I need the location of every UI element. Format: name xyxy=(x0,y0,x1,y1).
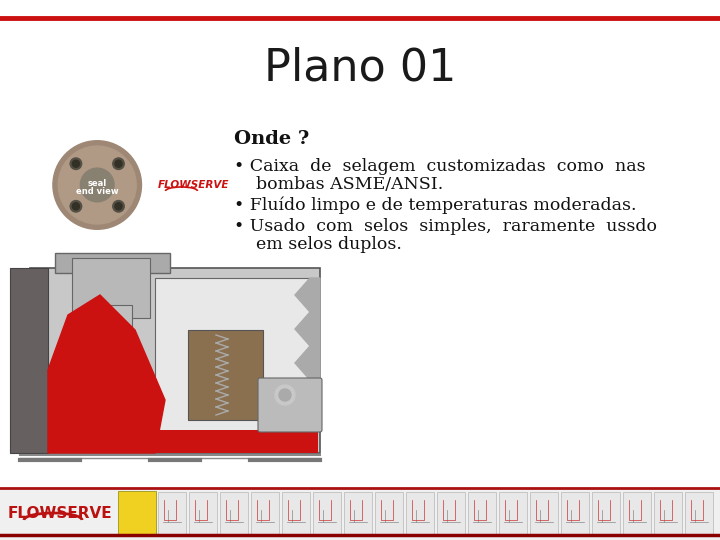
Circle shape xyxy=(279,389,291,401)
FancyBboxPatch shape xyxy=(468,492,496,534)
FancyBboxPatch shape xyxy=(685,492,713,534)
FancyBboxPatch shape xyxy=(251,492,279,534)
FancyBboxPatch shape xyxy=(654,492,682,534)
Circle shape xyxy=(70,200,81,212)
Text: FLOWSERVE: FLOWSERVE xyxy=(8,505,112,521)
FancyBboxPatch shape xyxy=(437,492,465,534)
Circle shape xyxy=(70,158,81,170)
FancyBboxPatch shape xyxy=(48,430,318,453)
FancyBboxPatch shape xyxy=(188,330,263,420)
FancyBboxPatch shape xyxy=(561,492,589,534)
Text: • Caixa  de  selagem  customizadas  como  nas: • Caixa de selagem customizadas como nas xyxy=(234,158,646,175)
FancyBboxPatch shape xyxy=(282,492,310,534)
Circle shape xyxy=(113,158,125,170)
FancyBboxPatch shape xyxy=(0,489,720,540)
Text: FLOWSERVE: FLOWSERVE xyxy=(158,180,229,190)
FancyBboxPatch shape xyxy=(375,492,403,534)
FancyBboxPatch shape xyxy=(592,492,620,534)
FancyBboxPatch shape xyxy=(344,492,372,534)
Circle shape xyxy=(81,168,114,202)
FancyBboxPatch shape xyxy=(220,492,248,534)
FancyBboxPatch shape xyxy=(72,258,150,318)
FancyBboxPatch shape xyxy=(530,492,558,534)
Circle shape xyxy=(73,202,79,210)
Circle shape xyxy=(73,160,79,167)
FancyBboxPatch shape xyxy=(623,492,651,534)
Circle shape xyxy=(275,385,295,405)
Text: end view: end view xyxy=(76,186,119,195)
FancyBboxPatch shape xyxy=(258,378,322,432)
Text: seal: seal xyxy=(88,179,107,187)
Polygon shape xyxy=(295,278,320,380)
FancyBboxPatch shape xyxy=(30,268,320,453)
FancyBboxPatch shape xyxy=(118,491,156,534)
FancyBboxPatch shape xyxy=(155,278,310,443)
FancyBboxPatch shape xyxy=(158,492,186,534)
Polygon shape xyxy=(48,295,165,453)
FancyBboxPatch shape xyxy=(406,492,434,534)
FancyBboxPatch shape xyxy=(313,492,341,534)
Text: bombas ASME/ANSI.: bombas ASME/ANSI. xyxy=(234,176,444,193)
Text: em selos duplos.: em selos duplos. xyxy=(234,236,402,253)
FancyBboxPatch shape xyxy=(499,492,527,534)
Circle shape xyxy=(53,141,142,230)
FancyBboxPatch shape xyxy=(10,268,48,453)
FancyBboxPatch shape xyxy=(55,253,170,273)
Text: • Usado  com  selos  simples,  raramente  ussdo: • Usado com selos simples, raramente uss… xyxy=(234,218,657,235)
Text: • Fluído limpo e de temperaturas moderadas.: • Fluído limpo e de temperaturas moderad… xyxy=(234,196,636,213)
Text: Onde ?: Onde ? xyxy=(234,130,310,148)
Circle shape xyxy=(115,202,122,210)
Circle shape xyxy=(58,146,136,224)
Text: Plano 01: Plano 01 xyxy=(264,46,456,90)
FancyBboxPatch shape xyxy=(90,305,132,355)
Circle shape xyxy=(113,200,125,212)
FancyBboxPatch shape xyxy=(189,492,217,534)
Circle shape xyxy=(115,160,122,167)
